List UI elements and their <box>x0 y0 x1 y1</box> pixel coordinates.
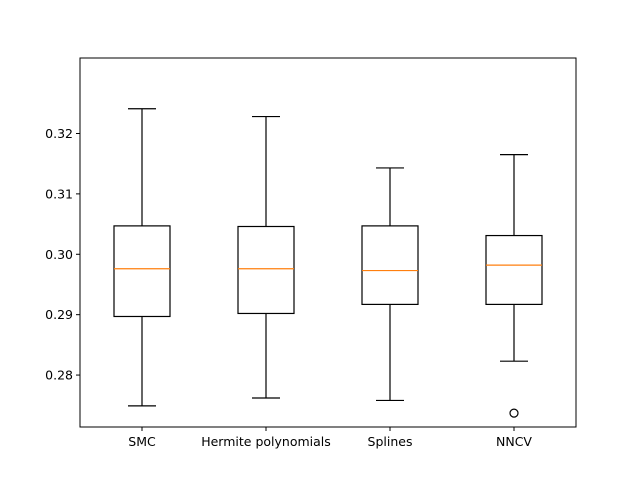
outlier-point <box>509 408 519 418</box>
box-1 <box>237 115 295 399</box>
y-tick-label: 0.32 <box>45 126 73 141</box>
interquartile-box <box>237 225 295 315</box>
boxes-layer <box>113 108 543 418</box>
interquartile-box <box>485 234 543 306</box>
ticks-layer: SMC Hermite polynomials Splines NNCV 0.28 0.2… <box>45 126 532 449</box>
y-tick-label: 0.31 <box>45 186 73 201</box>
box-3 <box>485 154 543 418</box>
plot-area <box>80 58 576 427</box>
box-0 <box>113 108 171 407</box>
x-tick-label: Splines <box>368 434 413 449</box>
y-tick-label: 0.30 <box>45 247 73 262</box>
x-tick-label: NNCV <box>496 434 532 449</box>
axes-frame <box>79 57 577 428</box>
interquartile-box <box>361 225 419 306</box>
x-tick-label: SMC <box>128 434 156 449</box>
box-2 <box>361 167 419 402</box>
y-tick-label: 0.28 <box>45 368 73 383</box>
interquartile-box <box>113 225 171 318</box>
x-tick-label: Hermite polynomials <box>201 434 331 449</box>
y-tick-label: 0.29 <box>45 307 73 322</box>
